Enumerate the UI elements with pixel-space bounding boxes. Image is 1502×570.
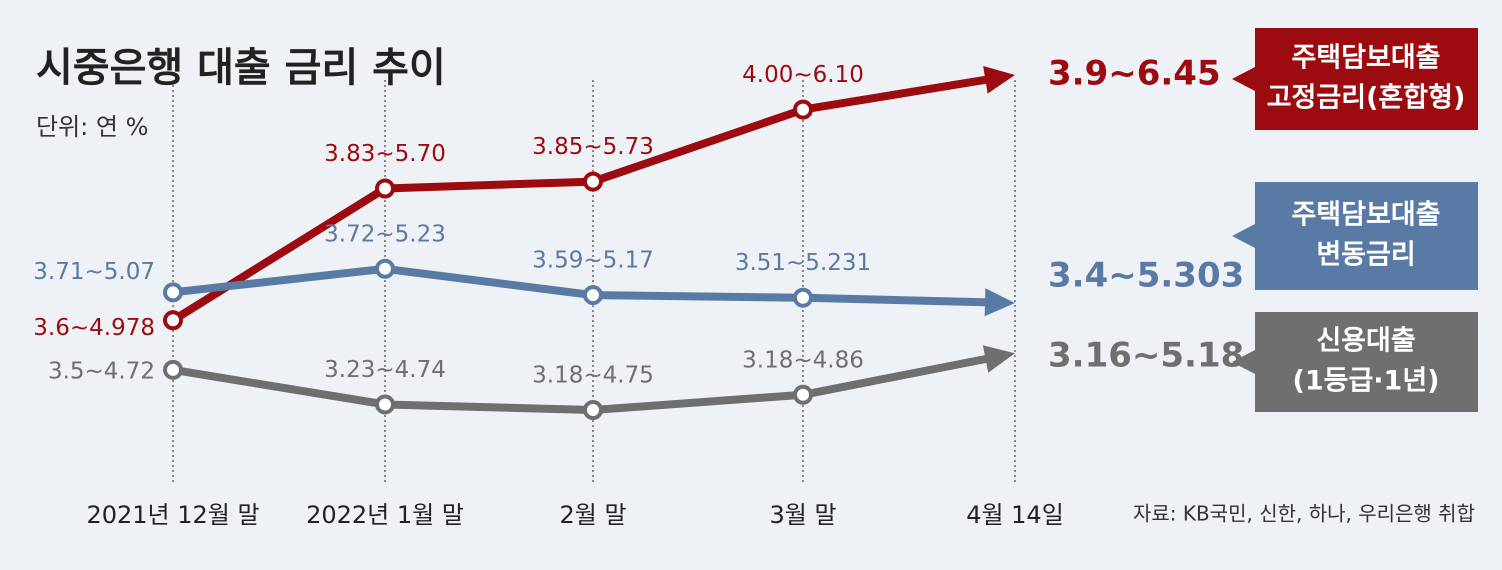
value-label: 3.83~5.70 <box>324 141 446 167</box>
point <box>583 400 603 420</box>
value-label: 3.72~5.23 <box>324 221 446 247</box>
legend-box <box>1232 28 1478 130</box>
point <box>793 287 813 308</box>
chart-title: 시중은행 대출 금리 추이 <box>36 45 446 91</box>
x-tick-label: 4월 14일 <box>966 501 1064 529</box>
legend-label: 고정금리(혼합형) <box>1267 83 1466 114</box>
point <box>163 359 183 380</box>
value-label: 3.5~4.72 <box>48 358 155 384</box>
value-label: 3.51~5.231 <box>735 250 871 276</box>
x-tick-label: 2022년 1월 말 <box>306 501 464 529</box>
point <box>583 285 603 306</box>
legend-label: (1등급·1년) <box>1292 366 1439 397</box>
legend-label: 변동금리 <box>1316 240 1415 271</box>
value-label: 3.18~4.75 <box>532 363 654 389</box>
value-label: 3.85~5.73 <box>532 134 654 160</box>
end-value-label: 3.16~5.18 <box>1048 336 1244 376</box>
point <box>163 310 183 331</box>
point <box>163 282 183 303</box>
value-label: 3.59~5.17 <box>532 248 654 274</box>
point <box>375 394 395 415</box>
point <box>793 99 813 120</box>
value-label: 3.18~4.86 <box>742 347 864 373</box>
legend-label: 주택담보대출 <box>1291 200 1440 231</box>
source: 자료: KB국민, 신한, 하나, 우리은행 취합 <box>1133 502 1475 526</box>
legend-label: 주택담보대출 <box>1291 43 1440 74</box>
arrow-head <box>983 66 1015 94</box>
value-label: 4.00~6.10 <box>742 62 864 88</box>
arrow-head <box>982 345 1015 373</box>
end-value-label: 3.4~5.303 <box>1048 255 1244 295</box>
x-tick-label: 3월 말 <box>769 501 836 529</box>
value-label: 3.71~5.07 <box>33 259 155 285</box>
point <box>375 178 395 199</box>
arrow-head <box>984 288 1015 317</box>
legend-box <box>1232 312 1478 412</box>
x-tick-label: 2021년 12월 말 <box>86 501 259 529</box>
legend-box <box>1232 182 1478 290</box>
unit-label: 단위: 연 % <box>36 113 148 141</box>
point <box>793 384 813 405</box>
point <box>375 258 395 279</box>
point <box>583 171 603 192</box>
end-value-label: 3.9~6.45 <box>1048 54 1221 94</box>
value-label: 3.6~4.978 <box>33 315 155 341</box>
legend-label: 신용대출 <box>1316 326 1415 357</box>
value-label: 3.23~4.74 <box>324 357 446 383</box>
x-tick-label: 2월 말 <box>559 501 626 529</box>
